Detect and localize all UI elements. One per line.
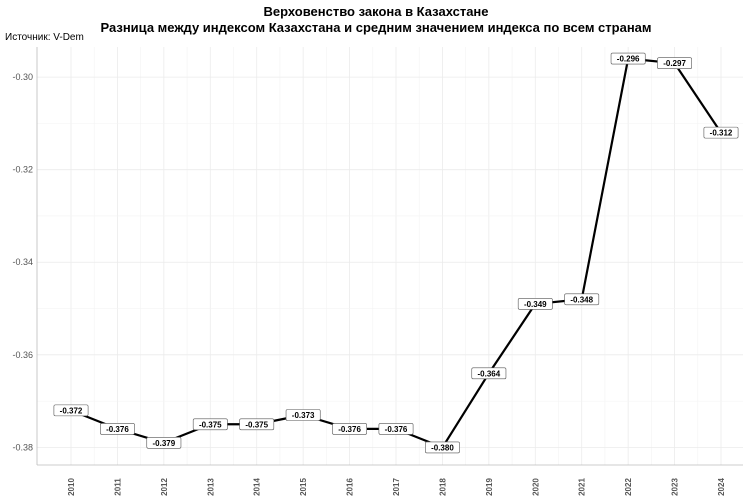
data-label: -0.376 bbox=[338, 425, 361, 434]
y-tick-label: -0.38 bbox=[12, 442, 33, 452]
data-label: -0.379 bbox=[153, 439, 176, 448]
chart-source-caption: Источник: V-Dem bbox=[5, 32, 84, 43]
x-tick-label: 2014 bbox=[253, 478, 262, 496]
y-tick-label: -0.34 bbox=[12, 257, 33, 267]
x-tick-label: 2016 bbox=[346, 478, 355, 496]
data-label-box bbox=[146, 436, 182, 449]
data-label-box bbox=[285, 409, 321, 421]
data-label: -0.375 bbox=[199, 420, 222, 429]
data-label-box bbox=[332, 423, 367, 435]
x-tick-label: 2015 bbox=[299, 478, 308, 496]
x-tick-label: 2022 bbox=[624, 478, 633, 496]
data-label-box bbox=[610, 52, 646, 65]
x-tick-label: 2017 bbox=[392, 478, 401, 496]
data-label: -0.375 bbox=[245, 420, 268, 429]
data-label: -0.296 bbox=[617, 55, 640, 64]
data-label: -0.297 bbox=[663, 59, 686, 68]
y-tick-label: -0.30 bbox=[12, 72, 33, 82]
data-label: -0.312 bbox=[710, 129, 733, 138]
data-label: -0.372 bbox=[60, 406, 83, 415]
y-tick-label: -0.32 bbox=[12, 165, 33, 175]
data-label: -0.376 bbox=[106, 425, 129, 434]
data-label-box bbox=[378, 423, 414, 435]
x-tick-label: 2024 bbox=[717, 478, 726, 496]
x-tick-label: 2010 bbox=[67, 478, 76, 496]
x-tick-label: 2013 bbox=[206, 478, 215, 496]
data-label: -0.348 bbox=[570, 295, 593, 304]
data-label-box bbox=[100, 423, 135, 435]
data-label-box bbox=[657, 57, 692, 70]
x-tick-label: 2020 bbox=[531, 478, 540, 496]
data-label-box bbox=[703, 126, 739, 139]
data-label: -0.364 bbox=[478, 369, 501, 378]
x-tick-label: 2011 bbox=[113, 478, 122, 496]
chart-title-block: Верховенство закона в Казахстане Разница… bbox=[0, 4, 752, 36]
data-label-box bbox=[53, 404, 89, 417]
data-label: -0.380 bbox=[431, 443, 454, 452]
data-label-box bbox=[564, 293, 600, 306]
chart-subtitle: Разница между индексом Казахстана и сред… bbox=[100, 20, 652, 35]
data-label: -0.349 bbox=[524, 300, 547, 309]
data-label-box bbox=[471, 367, 507, 380]
chart-title: Верховенство закона в Казахстане bbox=[263, 4, 489, 19]
x-tick-label: 2018 bbox=[438, 478, 447, 496]
x-tick-label: 2021 bbox=[578, 478, 587, 496]
x-tick-label: 2023 bbox=[671, 478, 680, 496]
data-label-box bbox=[239, 418, 275, 431]
x-tick-label: 2012 bbox=[160, 478, 169, 496]
data-label: -0.376 bbox=[385, 425, 408, 434]
data-label-box bbox=[425, 441, 460, 454]
data-label-box bbox=[192, 418, 228, 431]
x-tick-label: 2019 bbox=[485, 478, 494, 496]
y-tick-label: -0.36 bbox=[12, 350, 33, 360]
data-label-box bbox=[517, 298, 553, 310]
data-label: -0.373 bbox=[292, 411, 315, 420]
